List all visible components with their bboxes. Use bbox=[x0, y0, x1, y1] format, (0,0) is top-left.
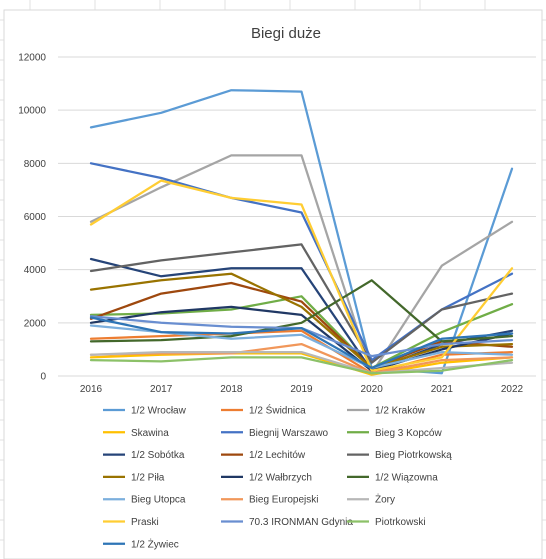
legend-entry: Praski bbox=[103, 517, 159, 528]
y-axis-tick-labels: 0 2000 4000 6000 8000 10000 12000 bbox=[18, 53, 46, 383]
legend: 1/2 Wrocław 1/2 Świdnica 1/2 Kraków Skawina… bbox=[103, 404, 452, 550]
legend-label: Praski bbox=[131, 517, 159, 528]
series-line bbox=[89, 154, 514, 375]
legend-entry: Skawina bbox=[103, 428, 169, 439]
legend-label: Piotrkowski bbox=[375, 517, 426, 528]
y-tick-label: 12000 bbox=[18, 53, 46, 64]
legend-label: Skawina bbox=[131, 428, 169, 439]
series-line bbox=[89, 305, 514, 372]
legend-entry: Biegnij Warszawo bbox=[221, 428, 329, 439]
legend-entry: 1/2 Wrocław bbox=[103, 406, 187, 417]
legend-entry: 1/2 Żywiec bbox=[103, 537, 179, 550]
legend-label: Biegnij Warszawo bbox=[249, 428, 329, 439]
legend-entry: 1/2 Piła bbox=[103, 472, 165, 483]
legend-entry: Bieg Piotrkowską bbox=[347, 450, 452, 461]
legend-entry: Żory bbox=[347, 493, 395, 506]
legend-entry: 1/2 Kraków bbox=[347, 406, 426, 417]
series-line bbox=[89, 89, 514, 375]
legend-entry: 1/2 Lechitów bbox=[221, 450, 306, 461]
x-axis-tick-labels: 2016 2017 2018 2019 2020 2021 2022 bbox=[80, 384, 524, 395]
x-tick-label: 2020 bbox=[361, 384, 384, 395]
y-tick-label: 8000 bbox=[24, 159, 47, 170]
series-line bbox=[89, 329, 514, 375]
legend-label: 1/2 Świdnica bbox=[249, 404, 306, 417]
legend-label: Bieg Piotrkowską bbox=[375, 450, 452, 461]
legend-label: 1/2 Żywiec bbox=[131, 537, 179, 550]
legend-label: 1/2 Kraków bbox=[375, 406, 426, 417]
series-line bbox=[89, 356, 514, 375]
legend-label: 1/2 Wałbrzych bbox=[249, 472, 312, 483]
legend-label: 1/2 Wrocław bbox=[131, 406, 187, 417]
series-line bbox=[89, 295, 514, 370]
legend-entry: 1/2 Sobótka bbox=[103, 450, 185, 461]
legend-label: 1/2 Piła bbox=[131, 472, 165, 483]
series-line bbox=[89, 352, 514, 376]
legend-entry: 70.3 IRONMAN Gdynia bbox=[221, 517, 353, 528]
series-line bbox=[89, 342, 514, 375]
x-tick-label: 2022 bbox=[501, 384, 524, 395]
legend-label: Bieg Utopca bbox=[131, 495, 186, 506]
legend-label: Bieg Europejski bbox=[249, 495, 318, 506]
legend-label: 70.3 IRONMAN Gdynia bbox=[249, 517, 353, 528]
series-lines bbox=[89, 89, 514, 376]
legend-entry: 1/2 Wałbrzych bbox=[221, 472, 312, 483]
series-line bbox=[89, 350, 514, 375]
legend-entry: 1/2 Wiązowna bbox=[347, 472, 438, 483]
chart-title: Biegi duże bbox=[251, 25, 321, 42]
x-tick-label: 2021 bbox=[431, 384, 454, 395]
series-line bbox=[89, 243, 514, 364]
legend-label: 1/2 Lechitów bbox=[249, 450, 306, 461]
legend-label: 1/2 Sobótka bbox=[131, 450, 185, 461]
legend-entry: 1/2 Świdnica bbox=[221, 404, 306, 417]
legend-entry: Bieg 3 Kopców bbox=[347, 428, 442, 439]
x-tick-label: 2018 bbox=[220, 384, 243, 395]
legend-entry: Bieg Europejski bbox=[221, 495, 318, 506]
legend-label: Bieg 3 Kopców bbox=[375, 428, 442, 439]
series-line bbox=[89, 316, 514, 370]
series-line bbox=[89, 272, 514, 370]
x-tick-label: 2016 bbox=[80, 384, 103, 395]
x-tick-label: 2019 bbox=[290, 384, 313, 395]
y-tick-label: 4000 bbox=[24, 265, 47, 276]
legend-entry: Bieg Utopca bbox=[103, 495, 186, 506]
legend-label: 1/2 Wiązowna bbox=[375, 472, 438, 483]
y-tick-label: 0 bbox=[40, 372, 46, 383]
y-tick-label: 2000 bbox=[24, 318, 47, 329]
y-tick-label: 10000 bbox=[18, 106, 46, 117]
x-tick-label: 2017 bbox=[150, 384, 173, 395]
series-line bbox=[89, 279, 514, 343]
y-tick-label: 6000 bbox=[24, 212, 47, 223]
legend-entry: Piotrkowski bbox=[347, 517, 426, 528]
chart-area bbox=[3, 9, 543, 559]
series-line bbox=[89, 179, 514, 372]
legend-label: Żory bbox=[375, 493, 395, 506]
